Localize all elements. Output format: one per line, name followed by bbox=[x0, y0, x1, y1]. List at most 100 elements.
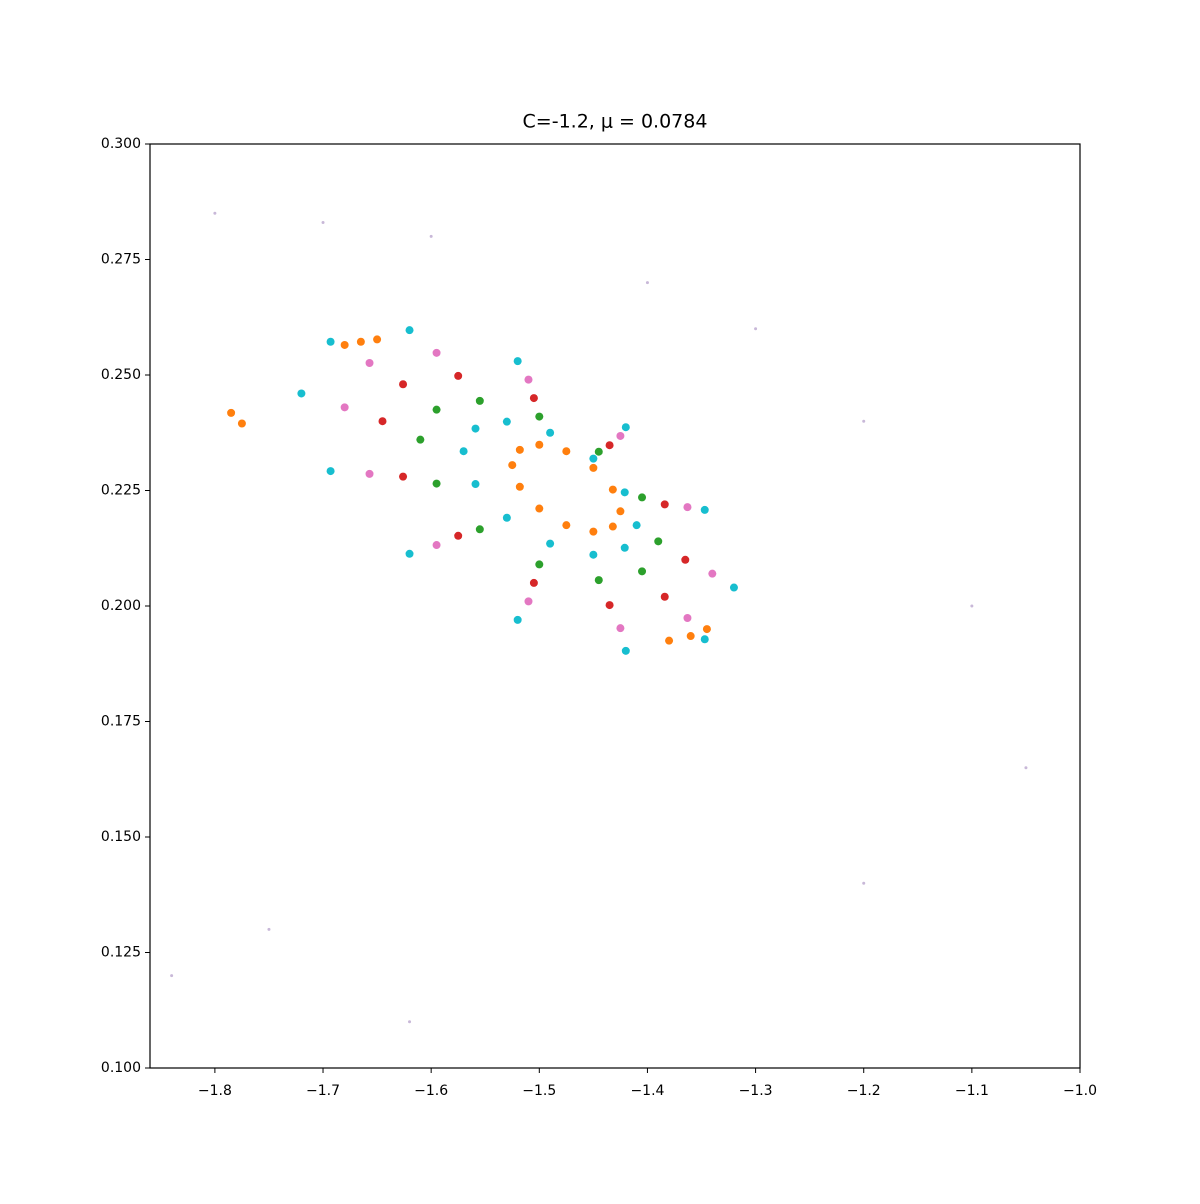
point bbox=[535, 440, 544, 449]
point bbox=[620, 488, 629, 497]
y-tick-label: 0.175 bbox=[101, 714, 141, 730]
point bbox=[475, 396, 484, 405]
point bbox=[1024, 766, 1028, 770]
point bbox=[326, 467, 335, 476]
x-tick-label: −1.8 bbox=[198, 1083, 232, 1099]
x-tick-label: −1.2 bbox=[847, 1083, 881, 1099]
point bbox=[502, 417, 511, 426]
point bbox=[681, 555, 690, 564]
point bbox=[620, 543, 629, 552]
point bbox=[605, 441, 614, 450]
point bbox=[454, 371, 463, 380]
point bbox=[405, 549, 414, 558]
point bbox=[513, 615, 522, 624]
point bbox=[459, 447, 468, 456]
y-tick-label: 0.150 bbox=[101, 829, 141, 845]
x-tick-label: −1.1 bbox=[955, 1083, 989, 1099]
point bbox=[321, 221, 325, 225]
point bbox=[524, 375, 533, 384]
point bbox=[340, 403, 349, 412]
point bbox=[529, 394, 538, 403]
y-tick-label: 0.200 bbox=[101, 598, 141, 614]
point bbox=[589, 550, 598, 559]
point bbox=[970, 604, 974, 608]
point bbox=[535, 412, 544, 421]
point bbox=[594, 447, 603, 456]
point bbox=[589, 463, 598, 472]
point bbox=[660, 592, 669, 601]
point bbox=[408, 1020, 412, 1024]
point bbox=[546, 539, 555, 548]
x-tick-label: −1.3 bbox=[739, 1083, 773, 1099]
chart-title: C=-1.2, μ = 0.0784 bbox=[523, 111, 708, 133]
point bbox=[515, 445, 524, 454]
y-tick-label: 0.300 bbox=[101, 136, 141, 152]
point bbox=[399, 380, 408, 389]
point bbox=[686, 632, 695, 641]
x-tick-label: −1.0 bbox=[1063, 1083, 1097, 1099]
point bbox=[297, 389, 306, 398]
point bbox=[616, 431, 625, 440]
point bbox=[529, 578, 538, 587]
point bbox=[638, 493, 647, 502]
point bbox=[729, 583, 738, 592]
point bbox=[862, 419, 866, 423]
point bbox=[535, 560, 544, 569]
x-tick-label: −1.6 bbox=[414, 1083, 448, 1099]
point bbox=[621, 646, 630, 655]
point bbox=[594, 576, 603, 585]
point bbox=[616, 507, 625, 516]
point bbox=[432, 348, 441, 357]
point bbox=[213, 211, 217, 215]
point bbox=[365, 469, 374, 478]
point bbox=[605, 601, 614, 610]
point bbox=[700, 635, 709, 644]
point bbox=[683, 614, 692, 623]
point bbox=[471, 480, 480, 489]
point bbox=[683, 503, 692, 512]
point bbox=[645, 281, 649, 285]
point bbox=[546, 428, 555, 437]
plot-area bbox=[170, 211, 1028, 1024]
point bbox=[356, 337, 365, 346]
y-tick-label: 0.225 bbox=[101, 483, 141, 499]
point bbox=[700, 505, 709, 514]
x-tick-label: −1.7 bbox=[306, 1083, 340, 1099]
x-tick-label: −1.5 bbox=[522, 1083, 556, 1099]
point bbox=[754, 327, 758, 331]
point bbox=[237, 419, 246, 428]
point bbox=[475, 525, 484, 534]
point bbox=[524, 597, 533, 606]
point bbox=[432, 541, 441, 550]
point bbox=[513, 357, 522, 366]
point bbox=[660, 500, 669, 509]
point bbox=[665, 636, 674, 645]
point bbox=[535, 504, 544, 513]
point bbox=[515, 482, 524, 491]
point bbox=[654, 537, 663, 546]
point bbox=[562, 447, 571, 456]
point bbox=[589, 454, 598, 463]
point bbox=[589, 527, 598, 536]
point bbox=[471, 424, 480, 433]
point bbox=[399, 472, 408, 481]
point bbox=[862, 881, 866, 885]
y-tick-label: 0.250 bbox=[101, 367, 141, 383]
point bbox=[454, 531, 463, 540]
y-tick-label: 0.275 bbox=[101, 252, 141, 268]
point bbox=[502, 513, 511, 522]
y-tick-label: 0.125 bbox=[101, 945, 141, 961]
y-tick-label: 0.100 bbox=[101, 1060, 141, 1076]
point bbox=[638, 567, 647, 576]
point bbox=[378, 417, 387, 426]
x-tick-label: −1.4 bbox=[630, 1083, 664, 1099]
point bbox=[432, 405, 441, 414]
point bbox=[608, 522, 617, 531]
point bbox=[608, 485, 617, 494]
point bbox=[508, 461, 517, 470]
plot-frame bbox=[149, 143, 1081, 1069]
point bbox=[416, 435, 425, 444]
point bbox=[562, 521, 571, 530]
point bbox=[405, 326, 414, 335]
